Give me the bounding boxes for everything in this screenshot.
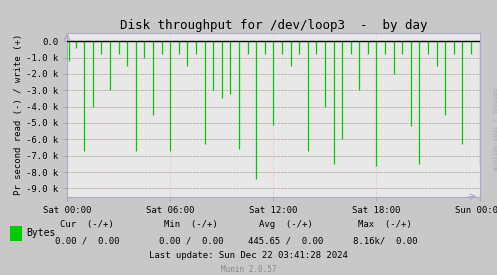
Text: 0.00 /  0.00: 0.00 / 0.00 xyxy=(55,236,119,245)
Text: RRDTOOL / TOBI OETIKER: RRDTOOL / TOBI OETIKER xyxy=(491,88,496,170)
Text: 445.65 /  0.00: 445.65 / 0.00 xyxy=(248,236,324,245)
Text: Cur  (-/+): Cur (-/+) xyxy=(60,220,114,229)
Text: 0.00 /  0.00: 0.00 / 0.00 xyxy=(159,236,224,245)
Text: 8.16k/  0.00: 8.16k/ 0.00 xyxy=(353,236,417,245)
Text: Max  (-/+): Max (-/+) xyxy=(358,220,412,229)
Title: Disk throughput for /dev/loop3  -  by day: Disk throughput for /dev/loop3 - by day xyxy=(120,19,427,32)
Text: Avg  (-/+): Avg (-/+) xyxy=(259,220,313,229)
Text: Min  (-/+): Min (-/+) xyxy=(165,220,218,229)
Y-axis label: Pr second read (-) / write (+): Pr second read (-) / write (+) xyxy=(14,34,23,196)
Text: Munin 2.0.57: Munin 2.0.57 xyxy=(221,265,276,274)
Text: Bytes: Bytes xyxy=(26,228,55,238)
Text: Last update: Sun Dec 22 03:41:28 2024: Last update: Sun Dec 22 03:41:28 2024 xyxy=(149,252,348,260)
